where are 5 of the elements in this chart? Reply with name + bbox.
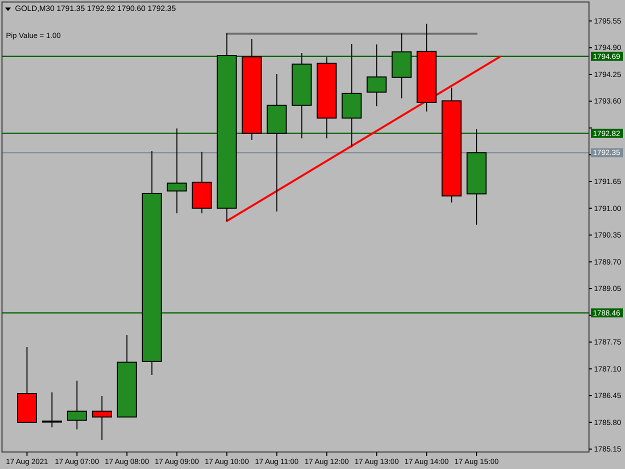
candlestick bbox=[42, 392, 62, 428]
candlestick bbox=[166, 128, 187, 214]
candlestick bbox=[66, 380, 87, 430]
candlestick bbox=[92, 396, 112, 441]
candlestick bbox=[366, 44, 387, 107]
